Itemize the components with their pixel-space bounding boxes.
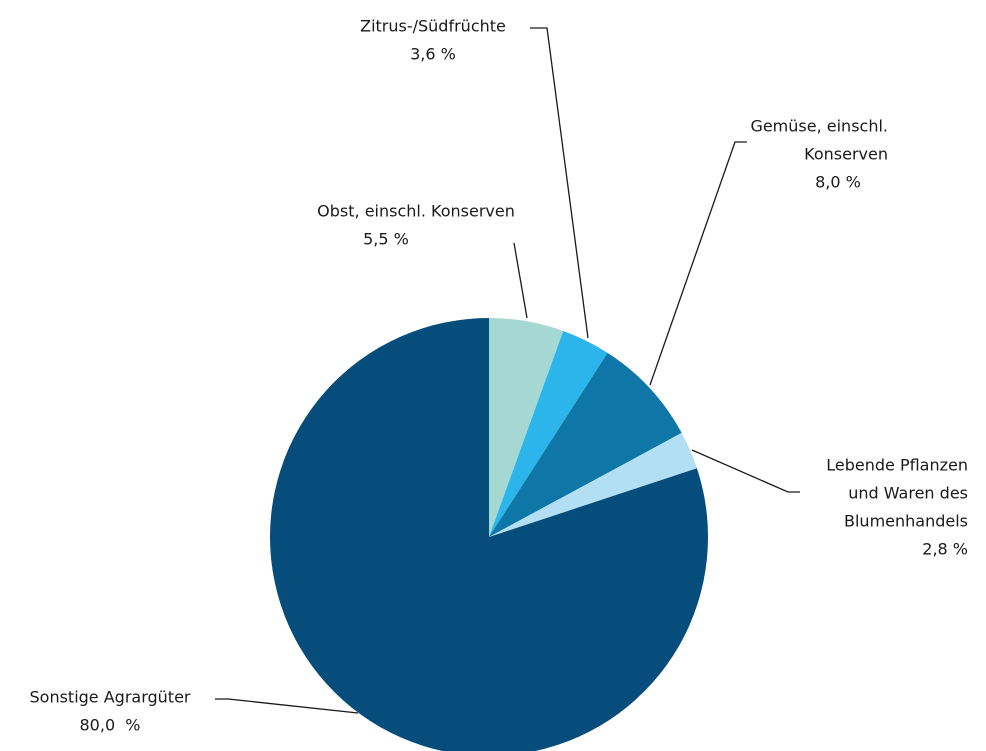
leader-line — [691, 449, 800, 493]
pie-slice — [489, 352, 682, 537]
slice-value-label: 3,6 % — [410, 45, 456, 64]
slice-value-label: 8,0 % — [815, 173, 861, 192]
slice-value-label: 5,5 % — [363, 230, 409, 249]
slice-label: und Waren des — [848, 484, 968, 503]
pie-slice — [270, 318, 708, 751]
leader-line — [215, 698, 359, 714]
slice-value-label: 80,0 % — [80, 716, 141, 735]
leader-line — [530, 27, 589, 339]
slice-label: Blumenhandels — [844, 512, 968, 531]
slice-value-label: 2,8 % — [922, 540, 968, 559]
pie-slice — [489, 318, 564, 537]
leader-line — [513, 242, 528, 319]
pie-slice — [489, 432, 697, 537]
slice-label: Zitrus-/Südfrüchte — [360, 17, 506, 36]
leader-line — [649, 141, 747, 386]
slice-label: Obst, einschl. Konserven — [317, 202, 515, 221]
slice-label: Sonstige Agrargüter — [30, 688, 191, 707]
slice-label: Lebende Pflanzen — [826, 456, 968, 475]
slice-label: Gemüse, einschl. — [750, 117, 888, 136]
slice-label: Konserven — [804, 145, 888, 164]
pie-slice — [489, 330, 608, 537]
